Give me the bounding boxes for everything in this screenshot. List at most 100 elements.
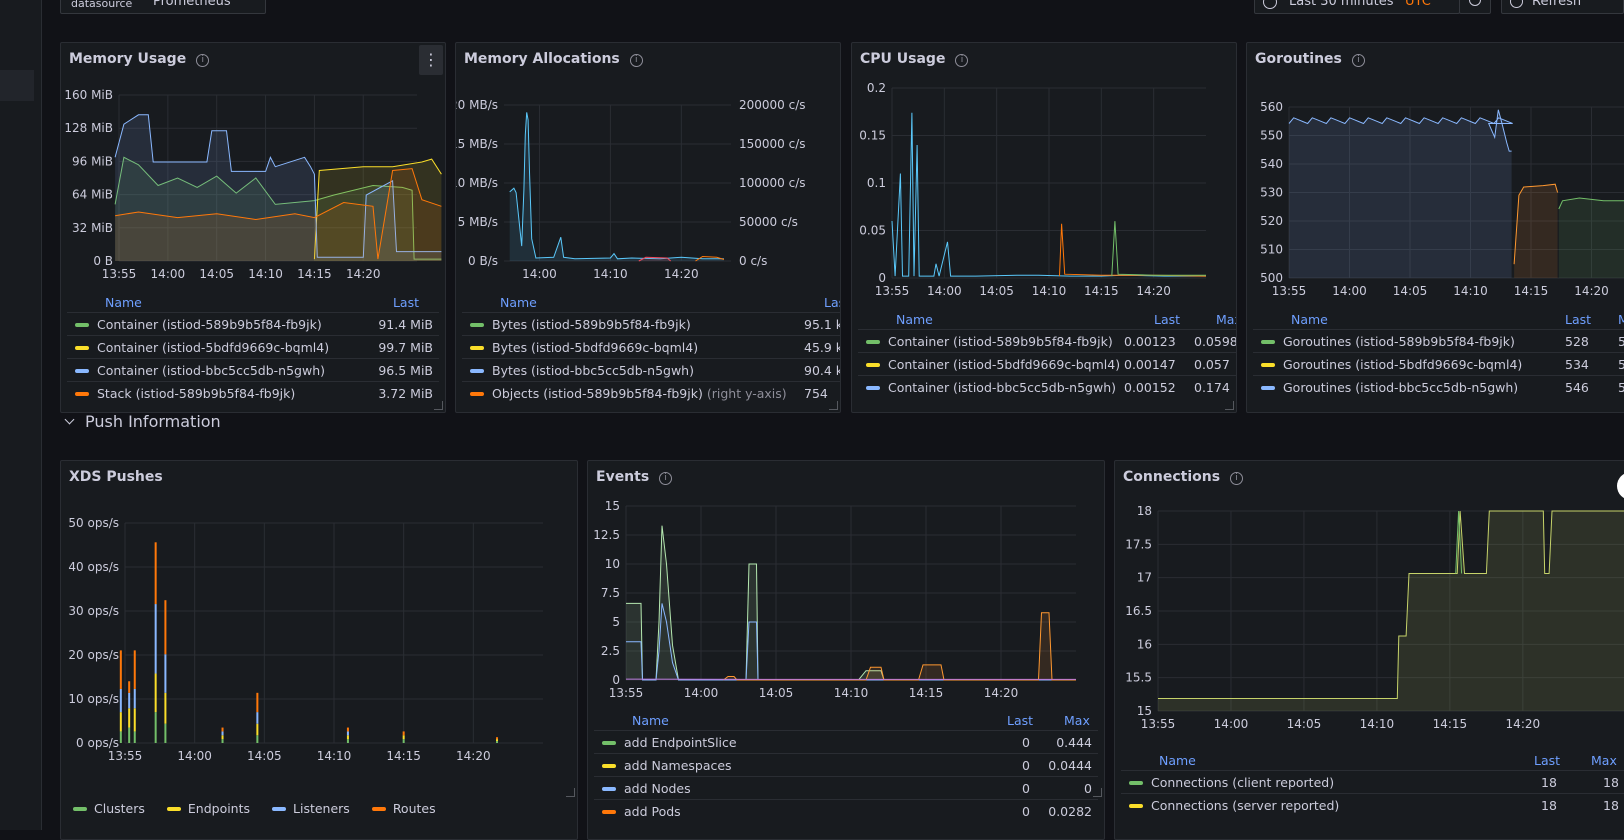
y-tick-label: 0.15	[859, 129, 886, 143]
legend-row[interactable]: Container (istiod-589b9b5f84-fb9jk)0.001…	[858, 329, 1237, 352]
y-tick-label: 0	[878, 271, 886, 285]
row-header-push-information[interactable]: Push Information	[60, 412, 221, 431]
legend-col-last[interactable]: Last	[1565, 312, 1591, 327]
legend-row[interactable]: Container (istiod-5bdfd9669c-bqml4)99.7 …	[67, 335, 439, 358]
legend-row[interactable]: Bytes (istiod-5bdfd9669c-bqml4)45.9 k	[462, 335, 841, 358]
legend-name: add Pods	[624, 804, 681, 819]
bar-segment	[256, 735, 258, 743]
y-tick-label: 128 MiB	[64, 121, 113, 135]
resize-handle[interactable]	[829, 401, 838, 410]
legend-col-name[interactable]: Name	[1159, 753, 1196, 768]
legend-row[interactable]: Container (istiod-bbc5cc5db-n5gwh)96.5 M…	[67, 358, 439, 381]
legend-col-last[interactable]: Last	[824, 295, 841, 310]
legend-col-last[interactable]: Last	[1007, 713, 1033, 728]
x-tick-label: 13:55	[108, 749, 143, 763]
resize-handle[interactable]	[1093, 788, 1102, 797]
y-tick-label: 560	[1260, 100, 1283, 114]
legend-row[interactable]: Container (istiod-5bdfd9669c-bqml4)0.001…	[858, 352, 1237, 375]
x-tick-label: 14:10	[317, 749, 352, 763]
legend-row[interactable]: Container (istiod-bbc5cc5db-n5gwh)0.0015…	[858, 375, 1237, 398]
resize-handle[interactable]	[1225, 401, 1234, 410]
bar-segment	[134, 650, 136, 689]
series-line-area	[1289, 110, 1513, 278]
resize-handle[interactable]	[566, 788, 575, 797]
bar-segment	[347, 739, 349, 743]
legend-swatch	[470, 369, 484, 373]
y2-tick-label: 150000 c/s	[739, 137, 806, 151]
x-tick-label: 14:10	[1453, 284, 1488, 298]
legend-row[interactable]: Objects (istiod-589b9b5f84-fb9jk) (right…	[462, 381, 841, 404]
legend-col-name[interactable]: Name	[632, 713, 669, 728]
legend-row[interactable]: Goroutines (istiod-5bdfd9669c-bqml4)5345…	[1253, 352, 1624, 375]
legend-col-name[interactable]: Name	[105, 295, 142, 310]
legend-header: Name Last	[462, 293, 841, 312]
x-tick-label: 14:10	[1360, 717, 1395, 731]
x-tick-label: 14:15	[386, 749, 421, 763]
legend-item[interactable]: Endpoints	[167, 801, 250, 816]
legend-swatch	[75, 323, 89, 327]
legend-col-last[interactable]: Last	[1534, 753, 1560, 768]
datasource-picker[interactable]: datasource Prometheus	[60, 0, 266, 14]
x-tick-label: 13:55	[1272, 284, 1307, 298]
legend-col-name[interactable]: Name	[896, 312, 933, 327]
y-tick-label: 40 ops/s	[68, 560, 119, 574]
legend-max: 535	[1618, 357, 1624, 372]
legend-row[interactable]: Goroutines (istiod-589b9b5f84-fb9jk)5285…	[1253, 329, 1624, 352]
y-tick-label: 5 MB/s	[458, 215, 498, 229]
xds-pushes-chart: 0 ops/s10 ops/s20 ops/s30 ops/s40 ops/s5…	[61, 461, 578, 840]
y-tick-label: 17	[1137, 571, 1152, 585]
legend-item[interactable]: Clusters	[73, 801, 145, 816]
side-nav-selected-item[interactable]	[0, 70, 34, 101]
legend-row[interactable]: Bytes (istiod-bbc5cc5db-n5gwh)90.4 k	[462, 358, 841, 381]
refresh-button[interactable]: Refresh	[1501, 0, 1624, 14]
x-tick-label: 14:05	[247, 749, 282, 763]
legend-last: 96.5 MiB	[378, 363, 433, 378]
resize-handle[interactable]	[434, 401, 443, 410]
legend-col-name[interactable]: Name	[1291, 312, 1328, 327]
time-range-picker[interactable]: Last 30 minutes UTC	[1254, 0, 1460, 14]
legend-row[interactable]: Goroutines (istiod-bbc5cc5db-n5gwh)54656…	[1253, 375, 1624, 398]
bar-segment	[222, 728, 224, 732]
y-tick-label: 15 MB/s	[455, 137, 498, 151]
legend-name: Goroutines (istiod-5bdfd9669c-bqml4)	[1283, 357, 1522, 372]
legend-header: Name Last Max	[594, 711, 1098, 730]
legend-row[interactable]: Stack (istiod-589b9b5f84-fb9jk)3.72 MiB	[67, 381, 439, 404]
legend-col-last[interactable]: Last	[1154, 312, 1180, 327]
y-tick-label: 15	[605, 499, 620, 513]
legend-row[interactable]: Bytes (istiod-589b9b5f84-fb9jk)95.1 k	[462, 312, 841, 335]
legend-name: Connections (client reported)	[1151, 775, 1334, 790]
legend-swatch	[470, 346, 484, 350]
zoom-out-button[interactable]	[1459, 0, 1491, 14]
x-tick-label: 14:15	[1514, 284, 1549, 298]
legend-max: 0.444	[1056, 735, 1092, 750]
legend-col-max[interactable]: Max	[1216, 312, 1237, 327]
legend-col-last[interactable]: Last	[393, 295, 419, 310]
legend-row[interactable]: Container (istiod-589b9b5f84-fb9jk)91.4 …	[67, 312, 439, 335]
legend-item[interactable]: Routes	[372, 801, 436, 816]
y-tick-label: 550	[1260, 129, 1283, 143]
legend-item[interactable]: Listeners	[272, 801, 350, 816]
legend-max: 18	[1603, 775, 1619, 790]
legend-col-max[interactable]: Max	[1064, 713, 1090, 728]
legend-last: 3.72 MiB	[378, 386, 433, 401]
legend-col-max[interactable]: Max	[1591, 753, 1617, 768]
legend-col-name[interactable]: Name	[500, 295, 537, 310]
y2-tick-label: 100000 c/s	[739, 176, 806, 190]
legend-col-max[interactable]: Max	[1618, 312, 1624, 327]
legend-name: Routes	[393, 801, 436, 816]
legend-table: Name Last Max Container (istiod-589b9b5f84…	[858, 310, 1237, 398]
